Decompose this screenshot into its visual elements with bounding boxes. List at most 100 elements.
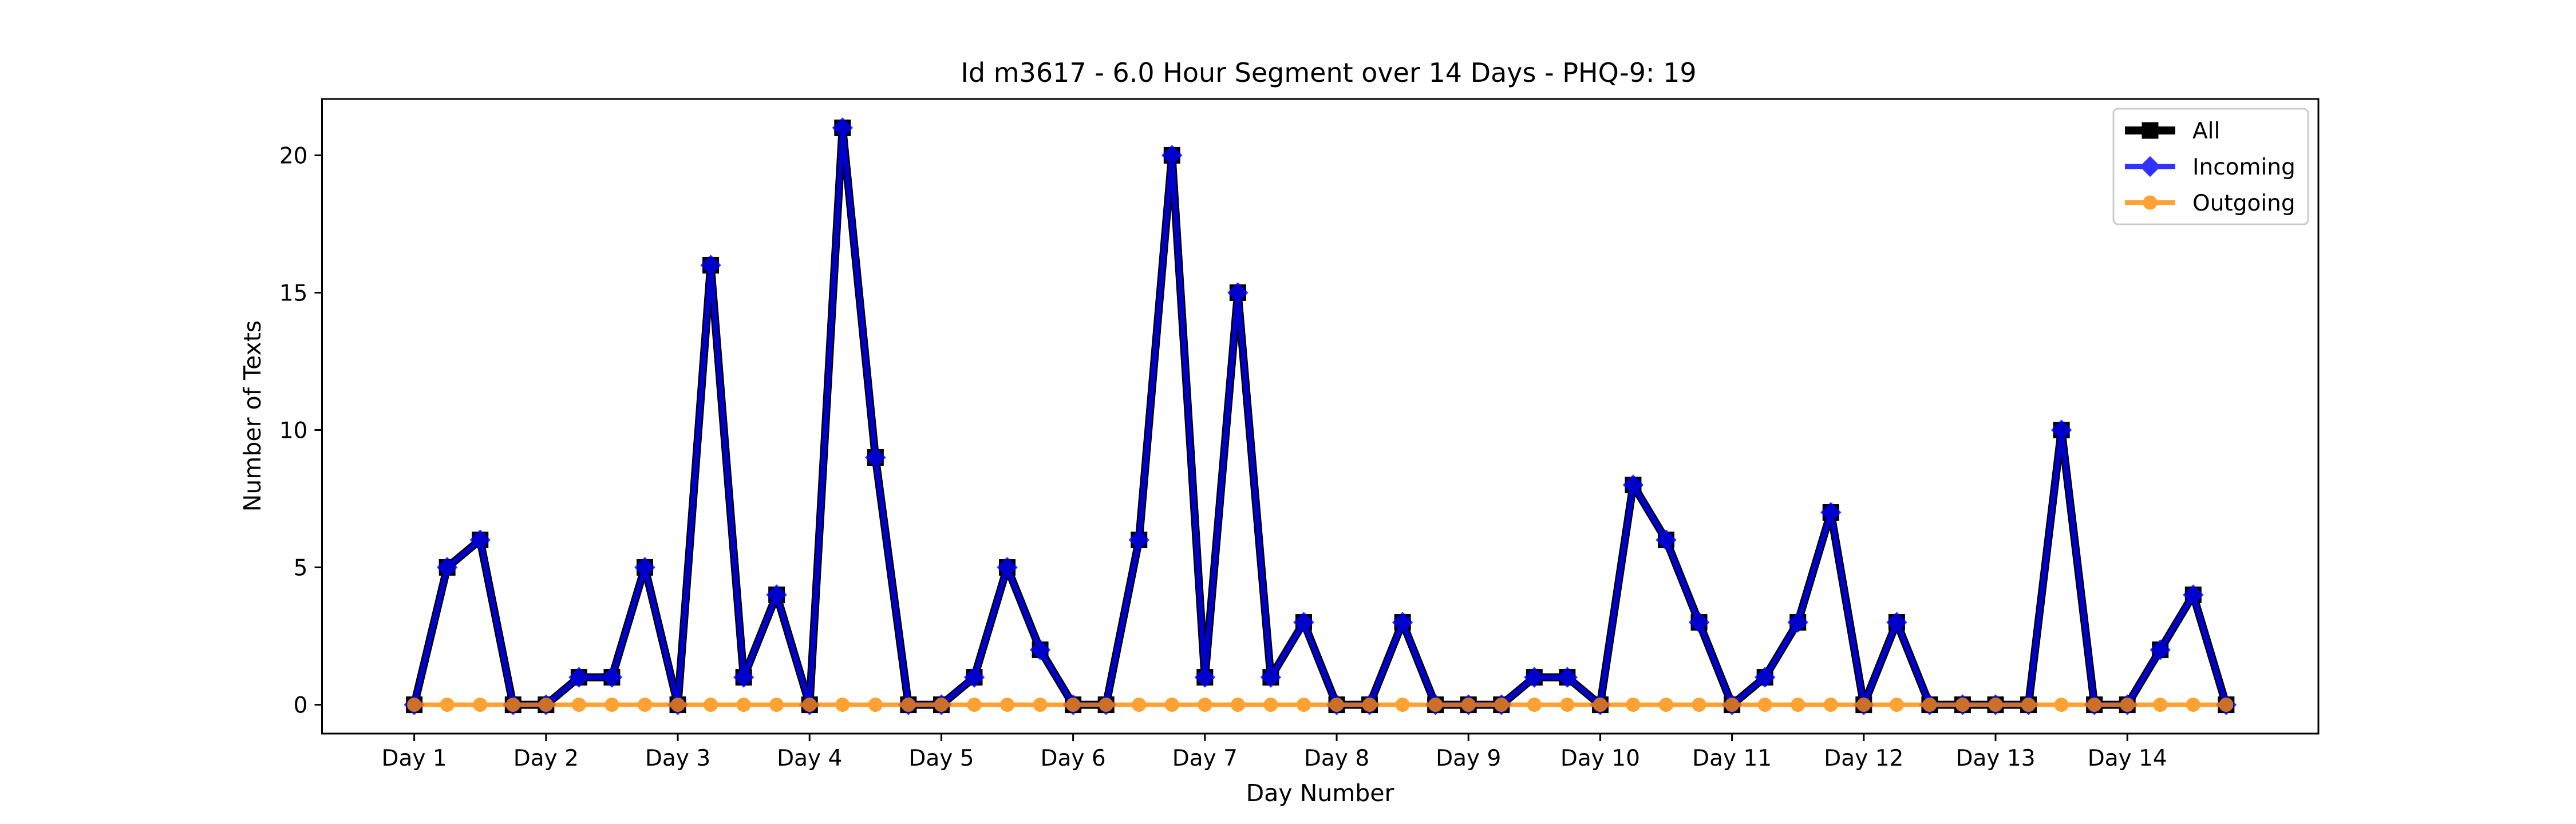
- data-point-outgoing: [704, 698, 718, 712]
- data-point-outgoing: [1922, 698, 1937, 712]
- series-incoming: [404, 117, 2237, 715]
- data-point-outgoing: [1461, 698, 1476, 712]
- data-point-outgoing: [1164, 698, 1179, 712]
- x-tick-label: Day 13: [1955, 746, 2035, 771]
- data-point-incoming: [2150, 639, 2171, 660]
- x-tick-label: Day 12: [1824, 746, 1903, 771]
- data-point-incoming: [1524, 667, 1545, 688]
- data-point-outgoing: [605, 698, 619, 712]
- plot-frame: [321, 98, 2320, 735]
- x-tick-label: Day 4: [777, 746, 842, 771]
- data-point-outgoing: [1263, 698, 1278, 712]
- x-tick-label: Day 10: [1560, 746, 1640, 771]
- data-point-outgoing: [1527, 698, 1542, 712]
- data-point-outgoing: [2186, 698, 2200, 712]
- data-point-outgoing: [1132, 698, 1147, 712]
- data-point-outgoing: [835, 698, 850, 712]
- data-point-incoming: [700, 255, 721, 276]
- legend-item-incoming: [2125, 156, 2175, 177]
- data-point-outgoing: [1033, 698, 1048, 712]
- data-point-outgoing: [1560, 698, 1575, 712]
- data-point-outgoing: [1692, 698, 1706, 712]
- data-point-outgoing: [769, 698, 784, 712]
- series-line-incoming: [412, 125, 2229, 708]
- legend: All Incoming Outgoing: [2112, 108, 2309, 225]
- data-point-incoming: [1787, 612, 1808, 633]
- data-point-outgoing: [934, 698, 949, 712]
- data-point-incoming: [568, 667, 590, 688]
- y-tick-label: 0: [294, 693, 308, 719]
- x-tick-label: Day 7: [1172, 746, 1238, 771]
- data-point-outgoing: [505, 698, 520, 712]
- y-axis-label: Number of Texts: [239, 320, 266, 512]
- legend-label-all: All: [2192, 118, 2220, 144]
- data-point-outgoing: [1198, 698, 1212, 712]
- data-point-incoming: [1293, 612, 1314, 633]
- data-point-outgoing: [1000, 698, 1015, 712]
- data-point-incoming: [436, 557, 458, 578]
- data-point-outgoing: [1428, 698, 1443, 712]
- data-point-incoming: [1194, 667, 1216, 688]
- data-point-outgoing: [1626, 698, 1641, 712]
- data-point-outgoing: [1099, 698, 1113, 712]
- legend-item-outgoing: [2125, 195, 2175, 210]
- data-point-outgoing: [2054, 698, 2069, 712]
- data-point-incoming: [1260, 667, 1282, 688]
- data-point-outgoing: [868, 698, 883, 712]
- data-point-outgoing: [1856, 698, 1871, 712]
- data-point-incoming: [1656, 529, 1677, 550]
- legend-box: [2112, 108, 2309, 225]
- data-point-incoming: [634, 557, 655, 578]
- chart-title: Id m3617 - 6.0 Hour Segment over 14 Days…: [961, 57, 1696, 88]
- x-axis-label: Day Number: [1246, 779, 1394, 807]
- data-point-outgoing: [2120, 698, 2135, 712]
- data-point-outgoing: [1659, 698, 1674, 712]
- data-point-incoming: [469, 529, 491, 550]
- data-point-incoming: [1128, 529, 1149, 550]
- data-point-outgoing: [1395, 698, 1410, 712]
- data-point-outgoing: [1791, 698, 1805, 712]
- y-tick-label: 5: [294, 556, 308, 581]
- data-point-incoming: [2050, 419, 2072, 441]
- x-tick-label: Day 5: [908, 746, 974, 771]
- data-point-incoming: [963, 667, 985, 688]
- data-point-outgoing: [2219, 698, 2234, 712]
- data-point-outgoing: [637, 698, 652, 712]
- series-outgoing: [407, 698, 2234, 712]
- data-point-incoming: [1556, 667, 1578, 688]
- data-point-outgoing: [1725, 698, 1740, 712]
- data-point-outgoing: [1230, 698, 1245, 712]
- data-point-outgoing: [1955, 698, 1970, 712]
- legend-marker-outgoing: [2143, 195, 2158, 210]
- data-point-outgoing: [1494, 698, 1509, 712]
- data-point-outgoing: [440, 698, 455, 712]
- data-point-incoming: [1161, 145, 1183, 166]
- data-point-outgoing: [1757, 698, 1772, 712]
- data-point-outgoing: [1889, 698, 1904, 712]
- data-point-incoming: [733, 667, 754, 688]
- data-point-incoming: [601, 667, 623, 688]
- legend-marker-incoming: [2139, 156, 2161, 177]
- data-point-outgoing: [1362, 698, 1377, 712]
- data-point-incoming: [1820, 502, 1842, 523]
- data-point-outgoing: [670, 698, 685, 712]
- y-tick-label: 20: [279, 143, 308, 169]
- data-point-incoming: [1688, 612, 1710, 633]
- y-tick-label: 10: [279, 418, 308, 444]
- data-point-outgoing: [2021, 698, 2036, 712]
- data-point-incoming: [766, 584, 787, 605]
- data-point-outgoing: [407, 698, 422, 712]
- data-point-outgoing: [1823, 698, 1838, 712]
- data-point-outgoing: [539, 698, 554, 712]
- x-tick-label: Day 1: [382, 746, 447, 771]
- data-point-outgoing: [571, 698, 586, 712]
- data-point-incoming: [1029, 639, 1051, 660]
- x-tick-label: Day 14: [2088, 746, 2167, 771]
- data-point-incoming: [2183, 584, 2204, 605]
- legend-marker-all: [2142, 122, 2159, 139]
- x-tick-label: Day 2: [513, 746, 579, 771]
- data-point-outgoing: [736, 698, 751, 712]
- legend-label-outgoing: Outgoing: [2192, 191, 2296, 216]
- data-point-incoming: [1622, 474, 1644, 496]
